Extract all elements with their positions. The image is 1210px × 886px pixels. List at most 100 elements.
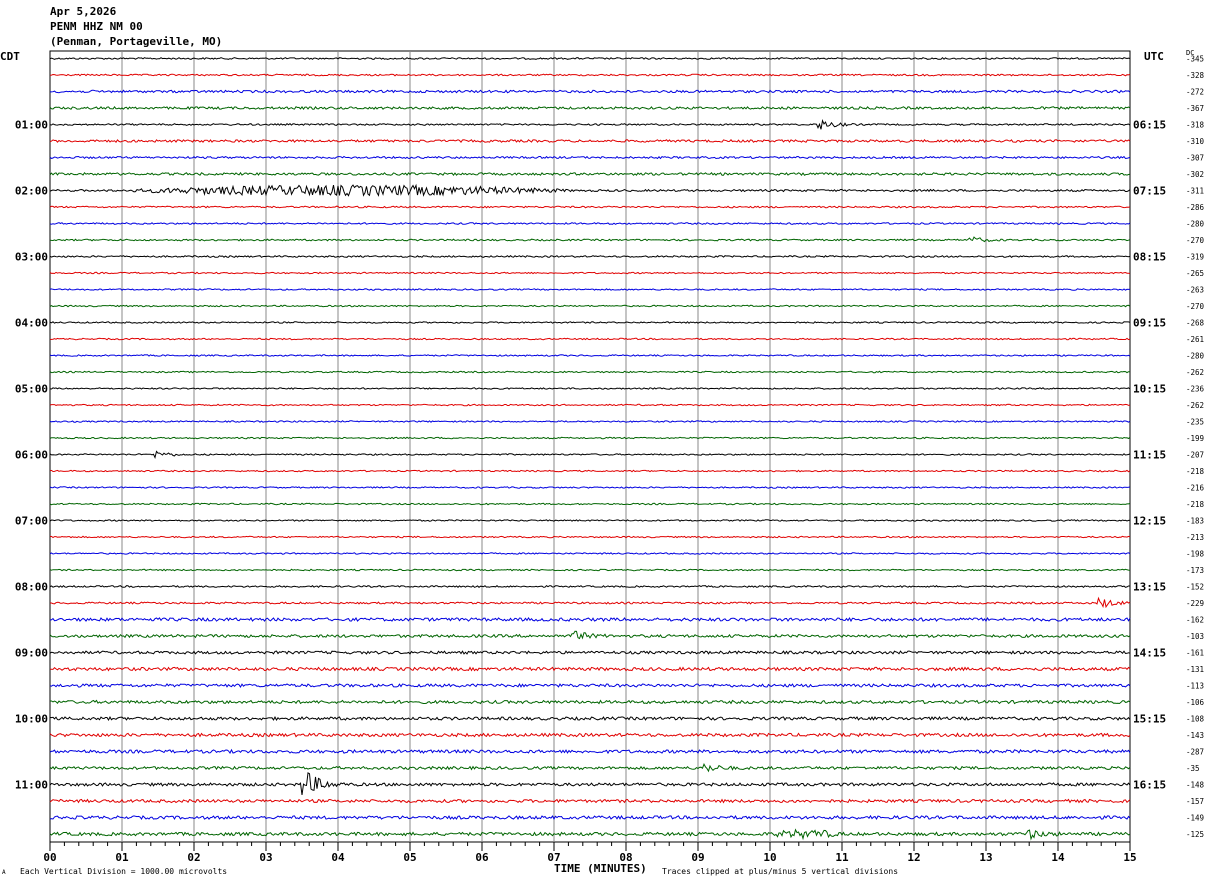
dc-offset-label: -149 <box>1186 814 1204 823</box>
seismic-trace <box>49 486 1131 489</box>
dc-offset-label: -262 <box>1186 368 1204 377</box>
seismic-trace <box>49 387 1131 390</box>
seismic-trace <box>49 552 1131 555</box>
x-tick-label: 01 <box>115 851 129 864</box>
seismic-trace <box>49 519 1131 522</box>
right-hour-label: 12:15 <box>1133 515 1166 528</box>
seismic-trace <box>49 469 1131 473</box>
dc-offset-label: -268 <box>1186 319 1205 328</box>
seismic-trace <box>49 450 1131 459</box>
dc-offset-label: -199 <box>1186 434 1204 443</box>
dc-offset-label: -261 <box>1186 335 1204 344</box>
dc-offset-label: -280 <box>1186 220 1205 229</box>
dc-offset-label: -328 <box>1186 71 1205 80</box>
seismic-trace <box>49 321 1131 324</box>
seismic-trace <box>50 89 1131 94</box>
dc-offset-label: -310 <box>1186 137 1205 146</box>
dc-offset-label: -162 <box>1186 616 1204 625</box>
dc-offset-label: -183 <box>1186 517 1204 526</box>
dc-offset-label: -367 <box>1186 104 1204 113</box>
x-tick-label: 00 <box>43 851 56 864</box>
seismic-trace <box>49 763 1131 773</box>
x-tick-label: 06 <box>475 851 489 864</box>
seismic-trace <box>49 205 1131 209</box>
x-tick-label: 09 <box>691 851 704 864</box>
seismic-trace <box>50 666 1131 672</box>
left-timezone-label: CDT <box>0 50 20 63</box>
seismic-trace <box>49 814 1131 821</box>
seismic-trace <box>49 119 1131 130</box>
dc-offset-label: -302 <box>1186 170 1204 179</box>
dc-offset-label: -270 <box>1186 236 1205 245</box>
dc-offset-label: -207 <box>1186 451 1204 460</box>
x-tick-label: 03 <box>259 851 272 864</box>
right-hour-label: 14:15 <box>1133 647 1166 660</box>
right-timezone-label: UTC <box>1144 50 1164 63</box>
right-hour-label: 13:15 <box>1133 581 1166 594</box>
x-tick-label: 14 <box>1051 851 1065 864</box>
dc-offset-label: -345 <box>1186 55 1204 64</box>
seismic-trace <box>49 236 1131 243</box>
x-tick-label: 08 <box>619 851 632 864</box>
x-tick-label: 12 <box>907 851 920 864</box>
dc-offset-label: -280 <box>1186 352 1205 361</box>
dc-offset-label: -35 <box>1186 764 1200 773</box>
clip-note: Traces clipped at plus/minus 5 vertical … <box>662 867 899 876</box>
dc-offset-label: -287 <box>1186 748 1204 757</box>
right-hour-label: 07:15 <box>1133 185 1166 198</box>
dc-offset-label: -152 <box>1186 583 1204 592</box>
left-hour-label: 09:00 <box>15 647 48 660</box>
left-hour-label: 11:00 <box>15 779 48 792</box>
x-tick-label: 07 <box>547 851 560 864</box>
seismic-trace <box>49 732 1131 738</box>
right-hour-label: 10:15 <box>1133 383 1166 396</box>
seismic-trace <box>49 139 1131 144</box>
dc-offset-label: -173 <box>1186 566 1204 575</box>
right-hour-label: 11:15 <box>1133 449 1166 462</box>
left-hour-label: 02:00 <box>15 185 48 198</box>
right-hour-label: 08:15 <box>1133 251 1166 264</box>
dc-offset-label: -106 <box>1186 698 1205 707</box>
x-tick-label: 10 <box>763 851 776 864</box>
corner-mark: A <box>2 869 6 876</box>
plot-grid <box>49 50 1131 851</box>
dc-offset-label: -161 <box>1186 649 1204 658</box>
seismic-trace <box>49 171 1131 177</box>
dc-offset-label: -157 <box>1186 797 1204 806</box>
dc-offset-label: -229 <box>1186 599 1204 608</box>
seismic-trace <box>49 828 1131 841</box>
seismic-trace <box>50 596 1131 609</box>
header-location: (Penman, Portageville, MO) <box>50 35 223 48</box>
left-hour-label: 08:00 <box>15 581 48 594</box>
seismic-trace <box>49 630 1131 640</box>
seismic-trace <box>49 288 1131 291</box>
seismic-trace <box>49 650 1131 655</box>
seismic-trace <box>49 370 1130 374</box>
x-tick-label: 15 <box>1123 851 1136 864</box>
dc-offset-label: -131 <box>1186 665 1204 674</box>
right-hour-label: 15:15 <box>1133 713 1166 726</box>
seismic-trace <box>49 436 1131 440</box>
seismic-trace <box>49 105 1131 111</box>
seismic-trace <box>49 271 1131 275</box>
seismic-trace <box>49 716 1131 722</box>
seismic-trace <box>49 403 1131 407</box>
seismic-trace <box>49 183 1131 197</box>
right-hour-label: 16:15 <box>1133 779 1166 792</box>
dc-offset-label: -318 <box>1186 121 1205 130</box>
left-hour-label: 10:00 <box>15 713 48 726</box>
dc-offset-label: -218 <box>1186 467 1205 476</box>
seismic-trace <box>49 772 1131 795</box>
dc-offset-label: -125 <box>1186 830 1204 839</box>
seismic-trace <box>49 535 1131 539</box>
seismic-trace <box>49 304 1131 308</box>
dc-offset-label: -108 <box>1186 715 1205 724</box>
dc-offset-label: -213 <box>1186 533 1204 542</box>
seismic-trace <box>49 73 1131 77</box>
seismic-trace <box>49 222 1131 225</box>
left-hour-label: 04:00 <box>15 317 48 330</box>
seismic-trace <box>49 683 1131 688</box>
dc-offset-label: -272 <box>1186 88 1204 97</box>
seismic-trace <box>49 254 1131 258</box>
left-hour-label: 03:00 <box>15 251 48 264</box>
